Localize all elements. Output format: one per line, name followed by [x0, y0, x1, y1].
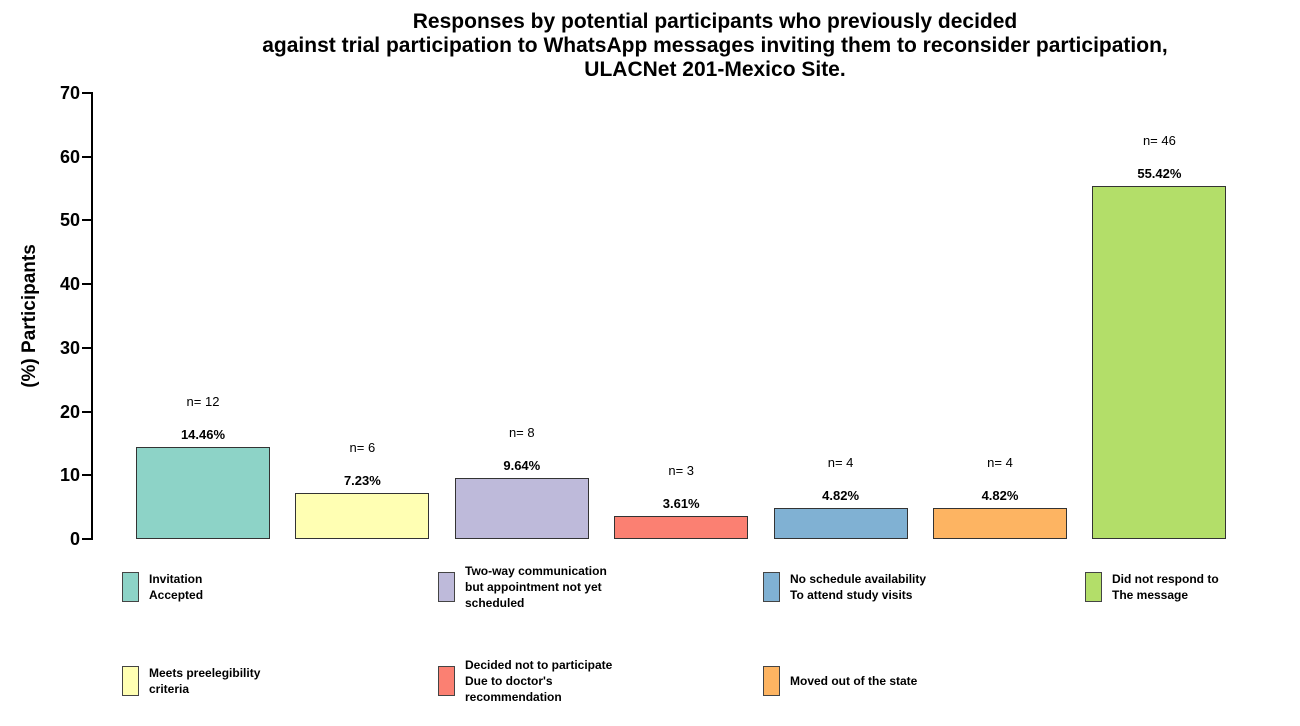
y-tick-mark	[82, 219, 91, 222]
y-tick-mark	[82, 474, 91, 477]
bar	[614, 515, 749, 539]
bar-percent-label: 4.82%	[822, 488, 860, 504]
legend-swatch	[763, 666, 780, 696]
bar-count-label: n= 12	[186, 393, 220, 409]
bar-percent-label: 7.23%	[343, 472, 381, 488]
plot-area: 0 10 20 30 40 50 60 70 14.46% n= 12 7.23% n= 6 9.64%…	[59, 83, 1227, 549]
legend-swatch	[438, 666, 455, 696]
y-tick-mark	[82, 155, 91, 158]
bar-count-label: n= 6	[349, 439, 376, 455]
y-tick-label: 70	[59, 83, 80, 103]
y-tick-label: 60	[59, 146, 80, 167]
legend-label: Meets preelegibility criteria	[149, 666, 261, 696]
bar	[136, 446, 270, 539]
y-tick-label: 50	[59, 210, 80, 231]
legend-swatch	[122, 666, 139, 696]
bar-count-label: n= 46	[1142, 132, 1176, 148]
legend-item: Moved out of the state	[763, 666, 917, 696]
bar-percent-label: 55.42%	[1137, 165, 1182, 181]
bar-count-label: n= 4	[827, 455, 854, 471]
bar-percent-label: 4.82%	[981, 488, 1019, 504]
bar-count-label: n= 3	[668, 462, 695, 478]
y-tick-mark	[82, 410, 91, 413]
bar	[1092, 185, 1227, 539]
legend-item: Decided not to participate Due to doctor…	[438, 658, 612, 704]
y-tick-label: 40	[59, 274, 80, 295]
legend-label: Moved out of the state	[790, 674, 918, 688]
bar-count-label: n= 4	[987, 455, 1013, 471]
chart-title-line: against trial participation to WhatsApp …	[262, 34, 1168, 57]
legend-swatch	[1085, 572, 1102, 602]
y-tick-mark	[82, 346, 91, 349]
legend-item: Did not respond to The message	[1085, 572, 1219, 602]
legend-swatch	[438, 572, 455, 602]
y-tick-label: 30	[59, 337, 80, 358]
legend-label: Did not respond to The message	[1112, 572, 1219, 602]
bar	[295, 492, 430, 539]
legend-swatch	[122, 572, 139, 602]
bar-percent-label: 9.64%	[503, 457, 541, 473]
legend-item: Two-way communication but appointment no…	[438, 564, 607, 610]
legend-label: Two-way communication but appointment no…	[465, 564, 607, 610]
legend-label: Invitation Accepted	[149, 572, 204, 602]
y-tick-label: 10	[59, 465, 80, 486]
chart-title-line: ULACNet 201-Mexico Site.	[584, 58, 846, 81]
y-tick-label: 20	[59, 401, 80, 422]
y-tick-mark	[82, 283, 91, 286]
legend-label: Decided not to participate Due to doctor…	[465, 658, 613, 704]
y-tick-mark	[82, 92, 91, 94]
legend-item: Meets preelegibility criteria	[122, 666, 260, 696]
bar	[454, 477, 589, 539]
bar	[773, 508, 908, 539]
bar-count-label: n= 8	[508, 424, 535, 440]
legend-item: No schedule availability To attend study…	[763, 572, 926, 602]
y-tick-mark	[82, 538, 91, 540]
legend-label: No schedule availability To attend study…	[790, 572, 927, 602]
chart-title-line: Responses by potential participants who …	[412, 10, 1018, 33]
legend-item: Invitation Accepted	[122, 572, 203, 602]
bar	[933, 508, 1067, 539]
legend-swatch	[763, 572, 780, 602]
y-tick-label: 0	[69, 529, 80, 549]
chart-title: Responses by potential participants who …	[130, 10, 1300, 82]
bar-percent-label: 3.61%	[662, 495, 700, 511]
bar-percent-label: 14.46%	[180, 426, 226, 442]
y-axis-line	[91, 92, 93, 540]
